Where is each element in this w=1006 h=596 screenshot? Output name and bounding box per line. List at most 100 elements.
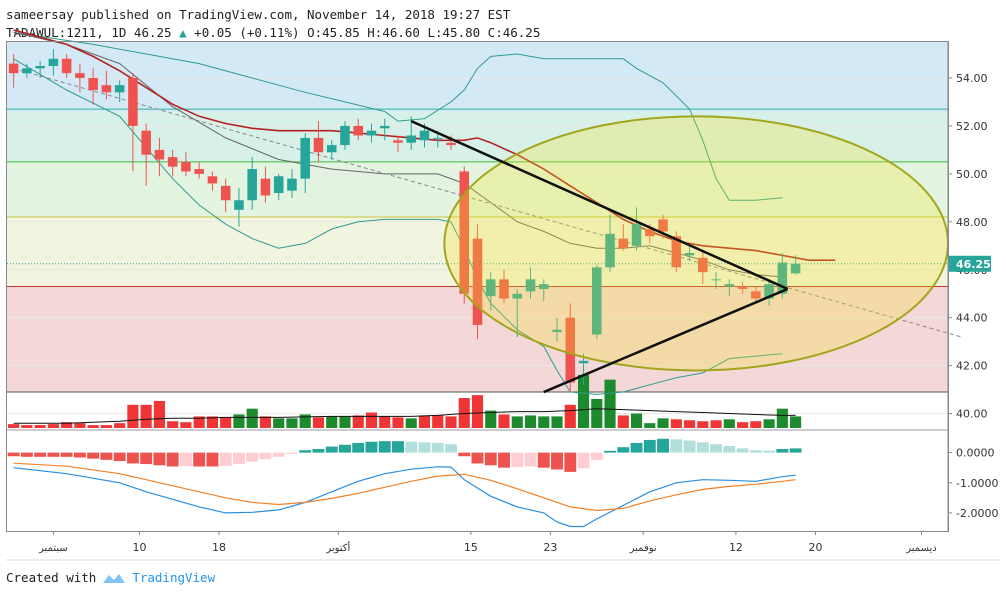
candle-body [340, 125, 350, 146]
volume-bar [445, 416, 457, 428]
volume-bar [418, 415, 431, 428]
candle-body [8, 63, 19, 74]
signal-line [13, 462, 796, 512]
macd-histogram-bar [696, 442, 709, 453]
y-tick-label: 50.00 [956, 168, 988, 181]
macd-line [13, 466, 796, 528]
candle-body [419, 130, 430, 141]
macd-histogram-bar [763, 450, 776, 453]
candle-body [512, 293, 523, 299]
volume-bar [591, 399, 603, 428]
macd-tick-label: -1.0000 [956, 477, 998, 490]
candle-body [101, 85, 112, 93]
candle-body [525, 279, 536, 292]
volume-bar [790, 416, 802, 428]
candle-body [645, 229, 655, 237]
x-tick-label: أكتوبر [325, 541, 350, 554]
volume-bar [352, 415, 364, 428]
macd-histogram-bar [789, 448, 802, 453]
macd-histogram-bar [445, 444, 457, 453]
volume-bar [723, 419, 735, 428]
macd-histogram-bar [20, 452, 33, 457]
x-tick-label: 10 [133, 541, 147, 554]
volume-bar [34, 425, 46, 428]
macd-histogram-bar [219, 452, 232, 466]
symbol-info: TADAWUL:1211, 1D 46.25 [6, 25, 172, 40]
macd-histogram-bar [498, 452, 510, 468]
volume-bar [750, 421, 762, 428]
volume-bar [551, 416, 563, 428]
macd-histogram-bar [564, 452, 577, 472]
macd-histogram-bar [232, 452, 245, 465]
y-tick-label: 42.00 [956, 360, 988, 373]
volume-bar [577, 374, 590, 428]
x-tick-label: 12 [729, 541, 743, 554]
y-tick-label: 48.00 [956, 216, 988, 229]
volume-bar [737, 422, 749, 428]
symbol-line: TADAWUL:1211, 1D 46.25 ▲ +0.05 (+0.11%) … [6, 24, 540, 42]
candle-body [658, 219, 668, 232]
candle-body [114, 85, 125, 93]
volume-bar [273, 418, 285, 428]
volume-bar [259, 416, 272, 428]
macd-histogram-bar [617, 447, 630, 453]
volume-bar [220, 417, 232, 428]
macd-histogram-bar [339, 444, 351, 453]
volume-bar [326, 416, 338, 428]
ellipse-drawing[interactable] [443, 115, 949, 372]
macd-histogram-bar [325, 446, 338, 453]
macd-histogram-bar [431, 442, 444, 453]
candle-body [671, 236, 682, 268]
tradingview-brand[interactable]: TradingView [132, 570, 216, 585]
volume-bar [538, 416, 550, 428]
candle-body [181, 161, 191, 172]
volume-bar [74, 423, 86, 428]
volume-ma-line [13, 408, 796, 424]
volume-bar [485, 410, 497, 428]
volume-bar [670, 419, 682, 428]
candle-body [631, 224, 642, 246]
macd-histogram-bar [365, 441, 378, 453]
candle-body [379, 125, 390, 129]
macd-histogram-bar [657, 438, 670, 453]
volume-bar [339, 416, 351, 428]
macd-histogram-bar [285, 452, 298, 454]
macd-tick-label: -2.0000 [956, 507, 998, 520]
candle-body [777, 262, 788, 294]
wedge-trendline-0[interactable] [410, 119, 789, 291]
macd-histogram-bar [73, 452, 86, 458]
last-price-label: 46.25 [956, 258, 991, 271]
dashed-trend-line[interactable] [13, 67, 962, 338]
candle-body [273, 176, 284, 194]
candle-body [22, 68, 32, 74]
volume-bar [193, 416, 205, 428]
volume-bar [432, 415, 444, 428]
candle-body [472, 238, 483, 325]
volume-bar [644, 423, 656, 428]
candle-body [538, 284, 549, 289]
volume-bar [312, 417, 325, 428]
macd-histogram-bar [643, 439, 656, 453]
macd-histogram-bar [405, 441, 418, 453]
candle-body [88, 77, 98, 90]
candle-body [128, 77, 138, 126]
macd-histogram-bar [577, 452, 590, 469]
wedge-trendline-1[interactable] [543, 287, 789, 394]
macd-pane [7, 429, 948, 528]
chart-header: sameersay published on TradingView.com, … [6, 6, 540, 42]
macd-histogram-bar [392, 441, 404, 453]
candle-body [194, 169, 204, 174]
candle-body [260, 178, 271, 196]
volume-bar [114, 423, 126, 428]
candle-body [459, 171, 470, 294]
candle-body [220, 185, 231, 201]
macd-histogram-bar [378, 441, 391, 453]
macd-histogram-bar [723, 445, 736, 453]
bollinger-upper-line [13, 31, 783, 201]
volume-bar [299, 414, 311, 428]
axes: 54.0052.0050.0048.0046.0044.0042.0040.00… [6, 41, 1000, 561]
candle-body [790, 263, 801, 274]
candle-body [499, 279, 509, 299]
volume-bar [763, 419, 775, 428]
